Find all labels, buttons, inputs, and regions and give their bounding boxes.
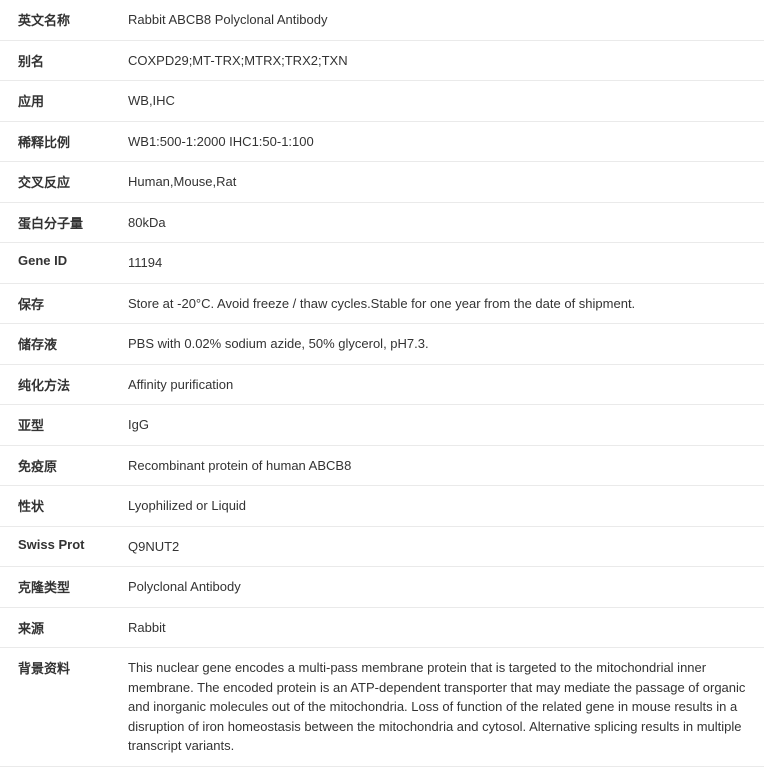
row-label: Swiss Prot	[0, 526, 120, 567]
row-label: 别名	[0, 40, 120, 81]
row-value: Q9NUT2	[120, 526, 764, 567]
row-value: Human,Mouse,Rat	[120, 162, 764, 203]
row-value: WB,IHC	[120, 81, 764, 122]
row-value: This nuclear gene encodes a multi-pass m…	[120, 648, 764, 767]
table-row: 免疫原 Recombinant protein of human ABCB8	[0, 445, 764, 486]
table-row: 应用 WB,IHC	[0, 81, 764, 122]
row-label: 免疫原	[0, 445, 120, 486]
row-value: IgG	[120, 405, 764, 446]
row-value: PBS with 0.02% sodium azide, 50% glycero…	[120, 324, 764, 365]
row-value: Recombinant protein of human ABCB8	[120, 445, 764, 486]
row-label: 储存液	[0, 324, 120, 365]
row-label: 性状	[0, 486, 120, 527]
row-label: Gene ID	[0, 243, 120, 284]
row-label: 背景资料	[0, 648, 120, 767]
row-value: COXPD29;MT-TRX;MTRX;TRX2;TXN	[120, 40, 764, 81]
table-row: 蛋白分子量 80kDa	[0, 202, 764, 243]
table-row: Swiss Prot Q9NUT2	[0, 526, 764, 567]
table-row: 交叉反应 Human,Mouse,Rat	[0, 162, 764, 203]
table-row: 性状 Lyophilized or Liquid	[0, 486, 764, 527]
table-row: 亚型 IgG	[0, 405, 764, 446]
row-label: 蛋白分子量	[0, 202, 120, 243]
table-row: 储存液 PBS with 0.02% sodium azide, 50% gly…	[0, 324, 764, 365]
row-label: 克隆类型	[0, 567, 120, 608]
row-label: 纯化方法	[0, 364, 120, 405]
row-value: Affinity purification	[120, 364, 764, 405]
table-row: 保存 Store at -20°C. Avoid freeze / thaw c…	[0, 283, 764, 324]
table-row: 克隆类型 Polyclonal Antibody	[0, 567, 764, 608]
row-label: 保存	[0, 283, 120, 324]
table-row: Gene ID 11194	[0, 243, 764, 284]
row-value: Store at -20°C. Avoid freeze / thaw cycl…	[120, 283, 764, 324]
row-value: Rabbit ABCB8 Polyclonal Antibody	[120, 0, 764, 40]
row-label: 亚型	[0, 405, 120, 446]
table-row: 来源 Rabbit	[0, 607, 764, 648]
row-label: 来源	[0, 607, 120, 648]
table-row: 纯化方法 Affinity purification	[0, 364, 764, 405]
table-row: 别名 COXPD29;MT-TRX;MTRX;TRX2;TXN	[0, 40, 764, 81]
row-value: 11194	[120, 243, 764, 284]
row-value: Polyclonal Antibody	[120, 567, 764, 608]
row-label: 交叉反应	[0, 162, 120, 203]
row-value: Rabbit	[120, 607, 764, 648]
row-label: 稀释比例	[0, 121, 120, 162]
spec-table: 英文名称 Rabbit ABCB8 Polyclonal Antibody 别名…	[0, 0, 764, 767]
table-row: 英文名称 Rabbit ABCB8 Polyclonal Antibody	[0, 0, 764, 40]
table-row: 背景资料 This nuclear gene encodes a multi-p…	[0, 648, 764, 767]
row-value: 80kDa	[120, 202, 764, 243]
spec-table-body: 英文名称 Rabbit ABCB8 Polyclonal Antibody 别名…	[0, 0, 764, 766]
table-row: 稀释比例 WB1:500-1:2000 IHC1:50-1:100	[0, 121, 764, 162]
row-value: WB1:500-1:2000 IHC1:50-1:100	[120, 121, 764, 162]
row-label: 英文名称	[0, 0, 120, 40]
row-value: Lyophilized or Liquid	[120, 486, 764, 527]
row-label: 应用	[0, 81, 120, 122]
